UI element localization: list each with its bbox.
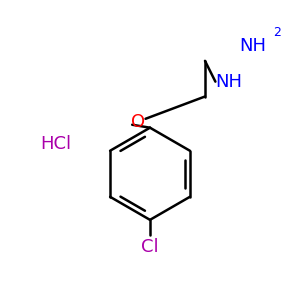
Text: NH: NH	[215, 73, 242, 91]
Text: HCl: HCl	[40, 135, 71, 153]
Text: NH: NH	[239, 37, 266, 55]
Text: Cl: Cl	[141, 238, 159, 256]
Text: O: O	[131, 113, 145, 131]
Text: 2: 2	[273, 26, 281, 38]
